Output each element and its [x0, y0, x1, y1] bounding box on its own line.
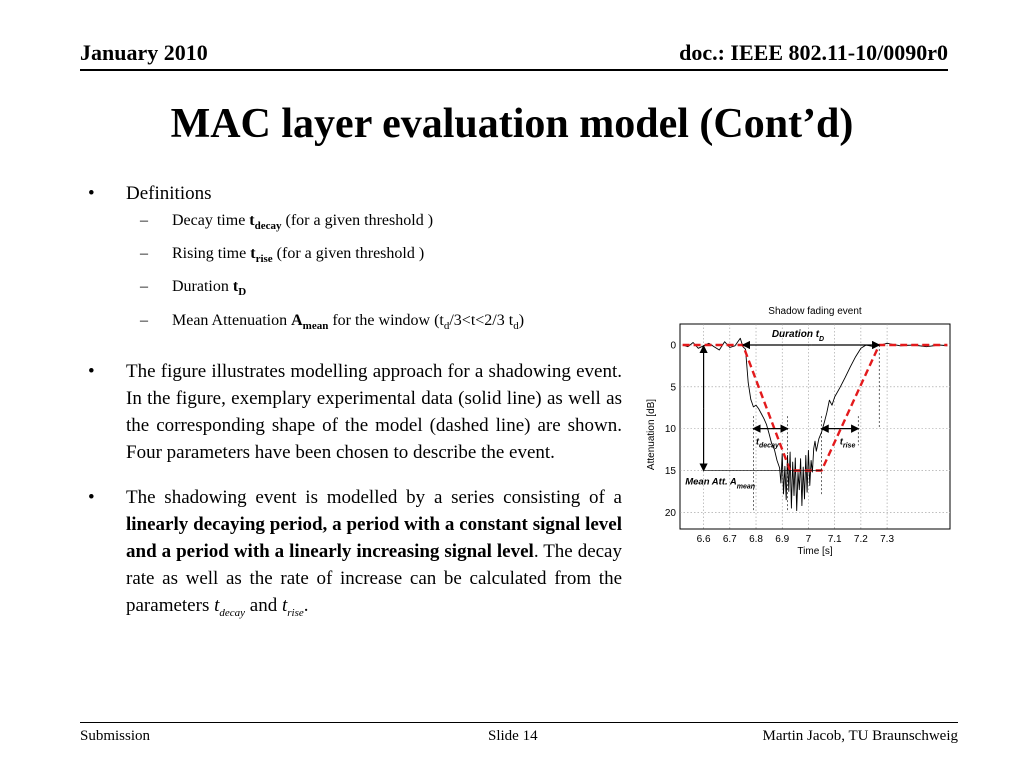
model-t-rise-sub: rise: [287, 606, 304, 619]
sub-bullet-decay: – Decay time tdecay (for a given thresho…: [88, 207, 622, 240]
duration-label: Duration tD: [772, 329, 824, 343]
rise-text: Rising time: [172, 245, 251, 263]
bullet-model-description: • The shadowing event is modelled by a s…: [88, 484, 622, 627]
model-t-rise: t: [281, 594, 288, 616]
duration-text: Duration: [172, 278, 233, 296]
slide-body: • Definitions – Decay time tdecay (for a…: [88, 180, 622, 627]
sub-bullet-rise: – Rising time trise (for a given thresho…: [88, 240, 622, 273]
header-date: January 2010: [80, 40, 208, 65]
rise-label: trise: [840, 437, 856, 450]
rise-subscript: rise: [255, 253, 273, 266]
rise-note: (for a given threshold ): [272, 245, 425, 263]
y-tick-label: 10: [665, 424, 677, 435]
model-t-decay: t: [214, 594, 220, 616]
x-tick-label: 7.2: [854, 534, 868, 545]
footer-submission: Submission: [80, 728, 151, 744]
footer-rule: [80, 722, 958, 723]
mean-window-text: for the window (t: [328, 311, 444, 329]
decay-label: tdecay: [756, 437, 780, 450]
sub-bullet-duration: – Duration tD: [88, 273, 622, 306]
x-tick-label: 7.3: [880, 534, 894, 545]
mean-attenuation-label: Mean Att. Amean: [685, 477, 755, 491]
bullet-definitions: • Definitions: [88, 180, 622, 207]
mean-text: Mean Attenuation: [172, 311, 292, 329]
y-tick-label: 15: [665, 466, 677, 477]
chart-title: Shadow fading event: [768, 306, 862, 317]
bullet-dot-icon: •: [88, 486, 95, 508]
model-text-bold: linearly decaying period, a period with …: [126, 513, 622, 562]
x-tick-label: 6.6: [697, 534, 711, 545]
decay-note: (for a given threshold ): [281, 212, 434, 229]
shadow-fading-figure: 6.6 6.7 6.8 6.9 7 7.1 7.2 7.3 0 5 10 15 20 Shadow fad…: [640, 300, 960, 570]
model-end: .: [303, 594, 309, 616]
bullet-figure-description: • The figure illustrates modelling appro…: [88, 358, 622, 466]
model-and: and: [245, 594, 282, 616]
definitions-label: Definitions: [126, 183, 212, 204]
decay-symbol: t: [249, 212, 255, 229]
dash-icon: –: [140, 278, 148, 296]
footer-author: Martin Jacob, TU Braunschweig: [762, 728, 958, 744]
header-rule: [80, 69, 948, 71]
model-text-1: The shadowing event is modelled by a ser…: [126, 486, 622, 508]
dash-icon: –: [140, 311, 148, 329]
x-tick-label: 6.7: [723, 534, 737, 545]
mean-window-sub2: d: [513, 319, 519, 332]
x-axis-label: Time [s]: [797, 546, 832, 557]
duration-subscript: D: [238, 286, 247, 299]
y-tick-label: 20: [665, 508, 677, 519]
x-tick-label: 7.1: [828, 534, 842, 545]
mean-subscript: mean: [302, 319, 329, 332]
header-doc-id: doc.: IEEE 802.11-10/0090r0: [679, 40, 948, 65]
bullet-dot-icon: •: [88, 183, 95, 204]
figure-description-text: The figure illustrates modelling approac…: [126, 360, 622, 463]
mean-window-sub1: d: [443, 319, 450, 332]
shadow-fading-chart: 6.6 6.7 6.8 6.9 7 7.1 7.2 7.3 0 5 10 15 20 Shadow fad…: [646, 306, 951, 557]
y-tick-label: 5: [670, 382, 676, 393]
decay-text: Decay time: [172, 212, 250, 229]
rise-symbol: t: [250, 245, 256, 263]
decay-subscript: decay: [254, 220, 282, 233]
x-tick-label: 6.9: [775, 534, 789, 545]
footer-slide-number: Slide 14: [488, 728, 538, 744]
model-text-2: . The decay rate as well as the rate of …: [126, 540, 622, 616]
dash-icon: –: [140, 212, 148, 229]
sub-bullet-mean: – Mean Attenuation Amean for the window …: [88, 307, 622, 340]
bullet-dot-icon: •: [88, 360, 95, 382]
mean-symbol: A: [291, 311, 303, 329]
plot-area: [679, 323, 951, 530]
slide-title: MAC layer evaluation model (Cont’d): [170, 101, 854, 147]
mean-window-end: ): [518, 311, 525, 329]
duration-symbol: t: [232, 278, 239, 296]
y-tick-label: 0: [670, 341, 676, 352]
mean-window-mid: /3<t<2/3 t: [449, 311, 514, 329]
x-tick-label: 7: [806, 534, 812, 545]
x-tick-label: 6.8: [749, 534, 763, 545]
model-t-decay-sub: decay: [219, 606, 246, 619]
y-axis-label: Attenuation [dB]: [646, 399, 657, 470]
dash-icon: –: [140, 245, 148, 263]
